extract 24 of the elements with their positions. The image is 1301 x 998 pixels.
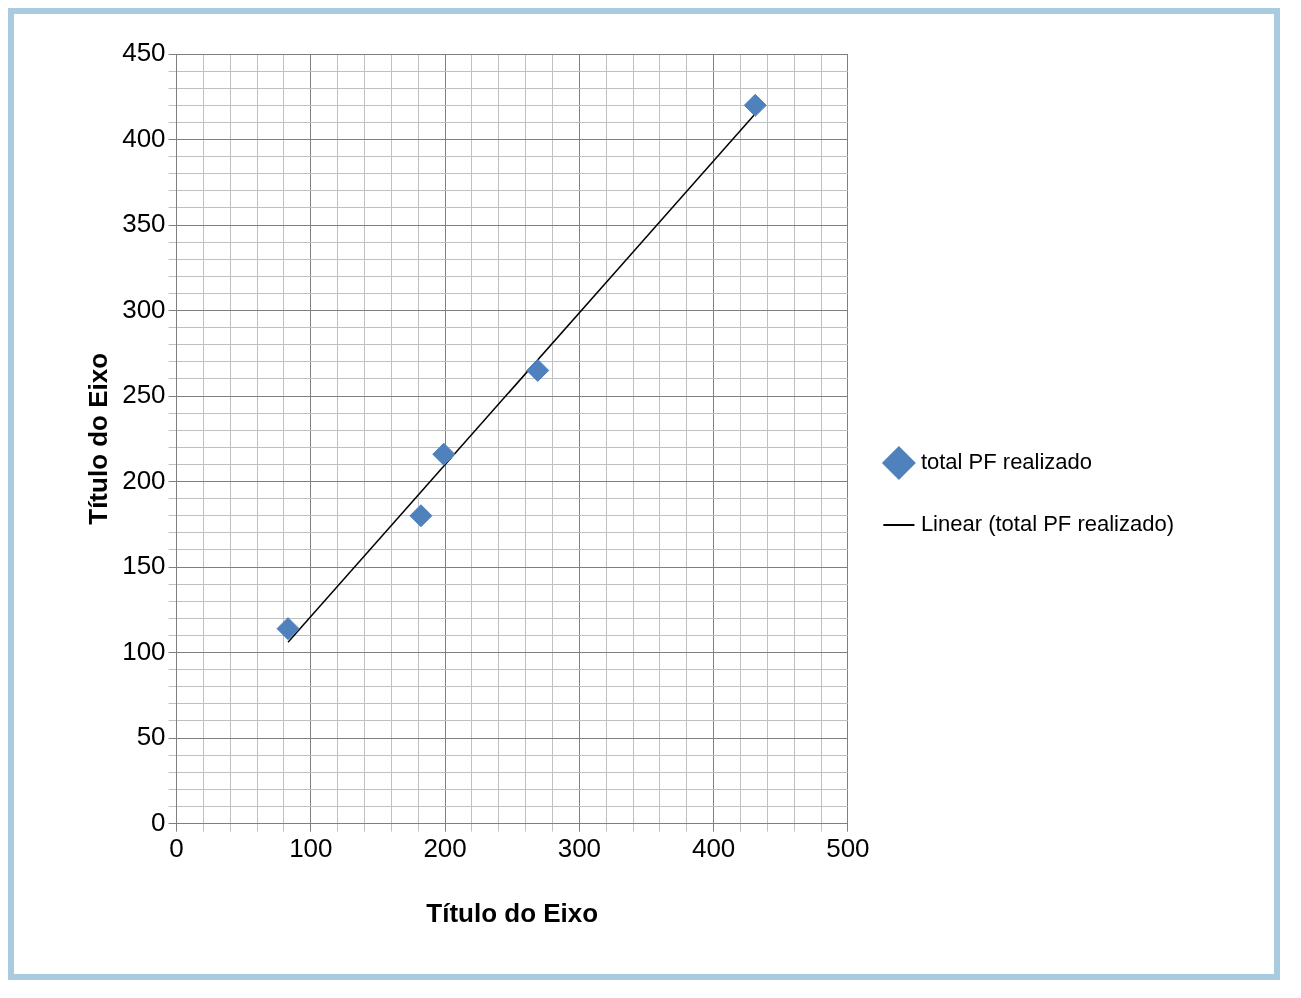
y-tick-label: 300 [122,293,166,324]
y-tick-label: 400 [122,122,166,153]
y-axis-title: Título do Eixo [82,352,113,525]
point [743,93,767,117]
point [526,358,550,382]
x-tick-label: 500 [826,833,870,864]
legend-label: Linear (total PF realizado) [920,511,1175,537]
y-tick-label: 450 [122,37,166,68]
point [432,442,456,466]
y-tick-label: 150 [122,550,166,581]
x-tick-label: 200 [423,833,467,864]
x-axis-title: Título do Eixo [426,897,599,928]
x-tick-label: 300 [557,833,602,864]
x-tick-label: 400 [691,833,736,864]
y-tick-label: 50 [136,721,166,752]
y-tick-label: 0 [151,806,166,837]
y-tick-label: 100 [122,635,166,666]
x-tick-label: 100 [289,833,333,864]
legend-label: total PF realizado [920,449,1093,475]
y-tick-label: 200 [122,464,166,495]
point [409,504,433,528]
y-tick-label: 350 [122,208,166,239]
y-tick-label: 250 [122,379,166,410]
point [276,617,300,641]
